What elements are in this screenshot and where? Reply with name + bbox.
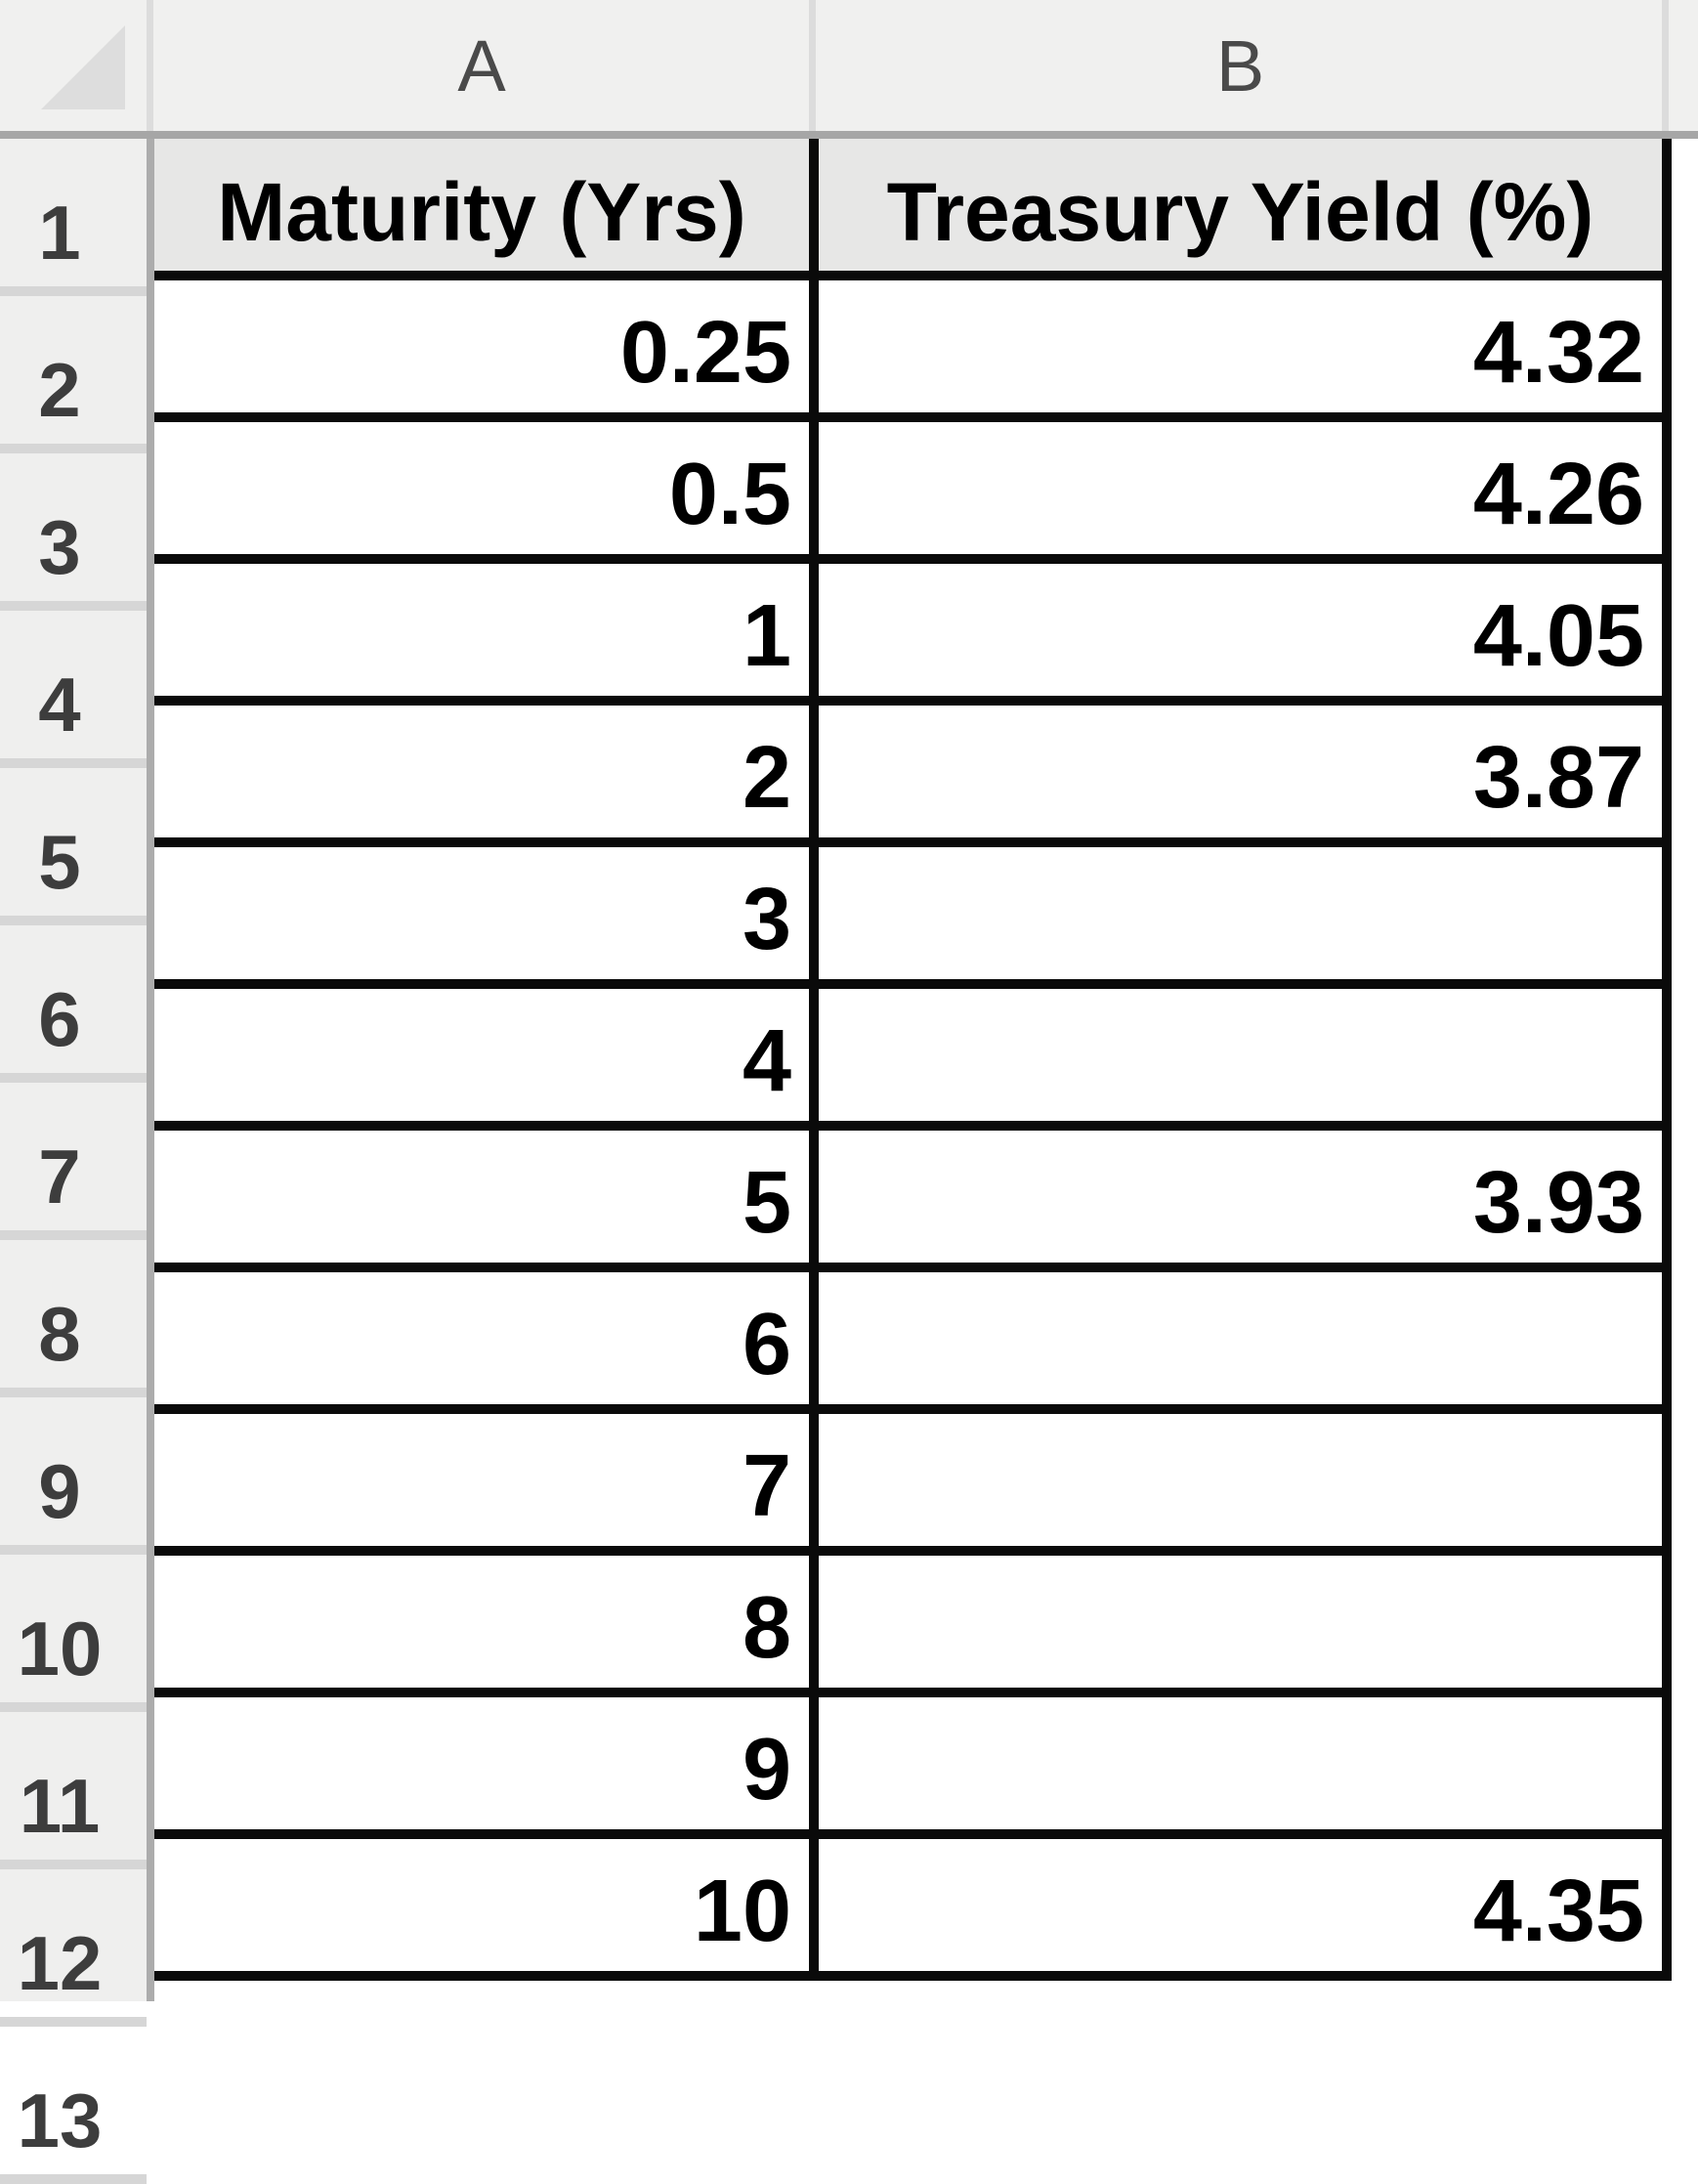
row-header-1[interactable]: 1 (0, 139, 147, 296)
cell-B9[interactable] (819, 1272, 1662, 1404)
cell-A11[interactable]: 8 (154, 1556, 809, 1688)
row-header-12[interactable]: 12 (0, 1869, 147, 2027)
gutter-separator (147, 139, 154, 2001)
row-gutter: 1 2 3 4 5 6 7 8 9 10 11 12 13 (0, 139, 147, 2184)
cell-A12[interactable]: 9 (154, 1697, 809, 1829)
cell-B8[interactable]: 3.93 (819, 1131, 1662, 1263)
band-divider (809, 0, 816, 131)
band-divider (1662, 0, 1669, 131)
row-header-5[interactable]: 5 (0, 768, 147, 925)
row-header-4[interactable]: 4 (0, 611, 147, 768)
row-header-6[interactable]: 6 (0, 925, 147, 1083)
cell-A2[interactable]: 0.25 (154, 280, 809, 412)
cell-A9[interactable]: 6 (154, 1272, 809, 1404)
row-header-2[interactable]: 2 (0, 296, 147, 453)
band-separator (0, 131, 1698, 139)
column-header-B[interactable]: B (1215, 24, 1265, 107)
cell-B4[interactable]: 4.05 (819, 564, 1662, 696)
cell-B13[interactable]: 4.35 (819, 1839, 1662, 1971)
cell-A6[interactable]: 3 (154, 847, 809, 979)
row-header-8[interactable]: 8 (0, 1240, 147, 1397)
row-header-9[interactable]: 9 (0, 1397, 147, 1555)
cell-B3[interactable]: 4.26 (819, 422, 1662, 554)
cell-B5[interactable]: 3.87 (819, 706, 1662, 837)
cell-B2[interactable]: 4.32 (819, 280, 1662, 412)
cell-A8[interactable]: 5 (154, 1131, 809, 1263)
cell-B10[interactable] (819, 1414, 1662, 1546)
cell-B1[interactable]: Treasury Yield (%) (819, 139, 1662, 271)
cell-A7[interactable]: 4 (154, 989, 809, 1121)
column-header-band: A B (0, 0, 1698, 131)
row-header-11[interactable]: 11 (0, 1712, 147, 1869)
cell-B11[interactable] (819, 1556, 1662, 1688)
cell-A13[interactable]: 10 (154, 1839, 809, 1971)
cell-A10[interactable]: 7 (154, 1414, 809, 1546)
sheet-grid: Maturity (Yrs) Treasury Yield (%) 0.25 4.32… (154, 139, 1672, 1981)
cell-B12[interactable] (819, 1697, 1662, 1829)
select-all-corner[interactable] (0, 0, 147, 131)
band-divider (147, 0, 153, 131)
cell-A3[interactable]: 0.5 (154, 422, 809, 554)
select-all-triangle-icon (41, 25, 125, 109)
column-header-A[interactable]: A (457, 24, 506, 107)
cell-B6[interactable] (819, 847, 1662, 979)
row-header-13[interactable]: 13 (0, 2027, 147, 2184)
row-header-7[interactable]: 7 (0, 1083, 147, 1240)
cell-A4[interactable]: 1 (154, 564, 809, 696)
cell-B7[interactable] (819, 989, 1662, 1121)
row-header-10[interactable]: 10 (0, 1555, 147, 1712)
cell-A1[interactable]: Maturity (Yrs) (154, 139, 809, 271)
row-header-3[interactable]: 3 (0, 453, 147, 611)
cell-A5[interactable]: 2 (154, 706, 809, 837)
